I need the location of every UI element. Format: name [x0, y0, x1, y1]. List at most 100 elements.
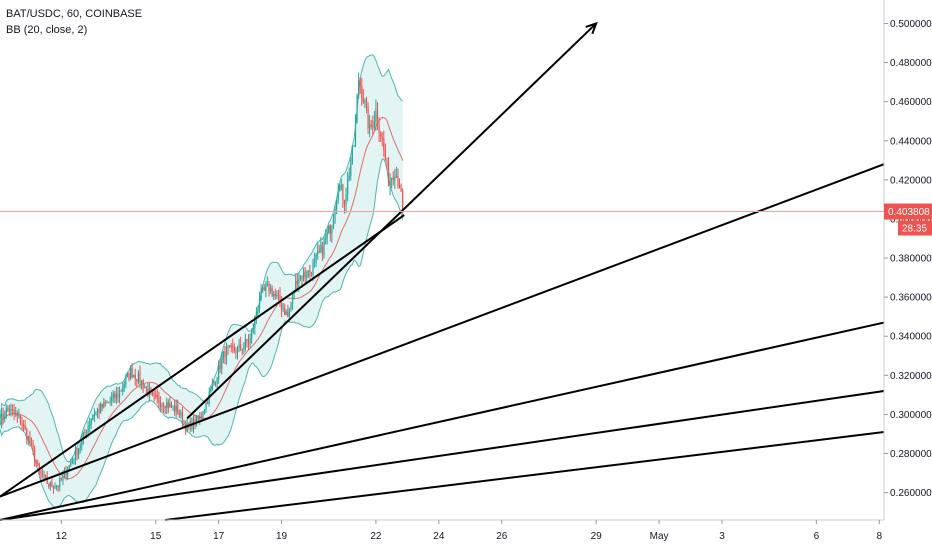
candle-body: [96, 409, 99, 412]
candle-body: [173, 405, 176, 412]
candle-body: [293, 292, 295, 294]
candle-body: [128, 373, 130, 379]
candle-body: [29, 436, 31, 443]
candle-body: [32, 442, 34, 450]
candle-body: [375, 109, 377, 121]
x-tick-label: 19: [276, 531, 288, 542]
candle-body: [241, 348, 243, 350]
candle-body: [133, 375, 135, 378]
x-tick-label: 15: [150, 531, 162, 542]
candle-body: [30, 442, 33, 444]
candle-body: [310, 272, 313, 275]
candle-body: [126, 373, 129, 377]
candle-body: [306, 276, 308, 278]
candle-body: [309, 270, 311, 273]
candle-body: [199, 416, 201, 419]
trendlines[interactable]: [0, 21, 885, 521]
candle-body: [35, 461, 37, 463]
candle-body: [45, 475, 47, 478]
candle-body: [233, 347, 235, 352]
candle-body: [100, 403, 102, 413]
candle-body: [59, 478, 61, 487]
y-tick-label: 0.480000: [890, 58, 932, 69]
candle-body: [167, 402, 169, 408]
candle-body: [153, 394, 155, 396]
candle-body: [219, 364, 221, 370]
candle-body: [265, 285, 267, 291]
candle-body: [326, 232, 328, 239]
candle-body: [0, 413, 3, 426]
x-tick-label: 24: [433, 531, 445, 542]
candle-body: [16, 413, 18, 416]
candle-body: [137, 372, 140, 382]
candle-body: [268, 283, 270, 292]
y-tick-label: 0.460000: [890, 97, 932, 108]
candle-body: [266, 283, 269, 286]
y-tick-label: 0.380000: [890, 254, 932, 265]
candle-body: [87, 426, 89, 433]
candle-body: [367, 106, 369, 129]
candle-body: [85, 432, 88, 434]
candle-body: [175, 405, 177, 412]
candle-body: [60, 478, 62, 480]
candle-body: [103, 401, 105, 408]
candle-body: [89, 424, 91, 427]
candle-body: [383, 138, 385, 150]
candle-body: [68, 465, 70, 472]
candle-body: [251, 330, 253, 339]
candle-body: [235, 351, 237, 354]
candle-body: [372, 125, 374, 128]
x-tick-label: 22: [370, 531, 382, 542]
candle-body: [4, 416, 6, 418]
candle-body: [178, 413, 180, 415]
candle-body: [345, 194, 347, 205]
candle-body: [318, 251, 320, 253]
candle-body: [211, 384, 213, 389]
candle-body: [43, 475, 45, 477]
candle-body: [350, 163, 352, 176]
candle-body: [380, 132, 382, 137]
candle-body: [162, 404, 165, 407]
symbol-label[interactable]: BAT/USDC, 60, COINBASE: [6, 8, 143, 20]
candle-body: [216, 378, 218, 384]
indicator-label[interactable]: BB (20, close, 2): [6, 24, 88, 36]
candle-body: [112, 393, 114, 398]
candle-body: [56, 485, 58, 487]
candle-body: [202, 413, 204, 417]
candle-body: [203, 409, 206, 414]
candle-body: [358, 79, 360, 96]
candle-body: [82, 432, 84, 439]
candle-body: [232, 345, 234, 348]
candle-body: [92, 415, 94, 420]
candle-body: [147, 387, 149, 396]
candle-body: [328, 225, 330, 233]
y-tick-label: 0.320000: [890, 371, 932, 382]
candle-body: [279, 294, 281, 303]
candle-body: [52, 486, 55, 489]
candle-body: [225, 347, 228, 358]
candle-body: [13, 410, 15, 414]
candle-body: [240, 344, 242, 349]
trendline: [0, 163, 885, 498]
candle-body: [180, 412, 182, 415]
candle-body: [38, 463, 40, 472]
candle-body: [337, 190, 339, 200]
candle-body: [315, 254, 317, 259]
candle-body: [134, 375, 136, 380]
candle-body: [381, 136, 383, 139]
candle-body: [298, 279, 300, 284]
y-tick-label: 0.260000: [890, 488, 932, 499]
candle-body: [76, 449, 78, 455]
candle-body: [282, 308, 284, 310]
candle-body: [255, 312, 257, 316]
y-tick-label: 0.500000: [890, 19, 932, 30]
candle-body: [189, 421, 191, 426]
candle-body: [125, 376, 127, 385]
candle-body: [161, 404, 163, 407]
candle-body: [387, 162, 390, 187]
candle-body: [48, 484, 50, 487]
candle-body: [271, 287, 273, 297]
candle-body: [288, 309, 291, 317]
